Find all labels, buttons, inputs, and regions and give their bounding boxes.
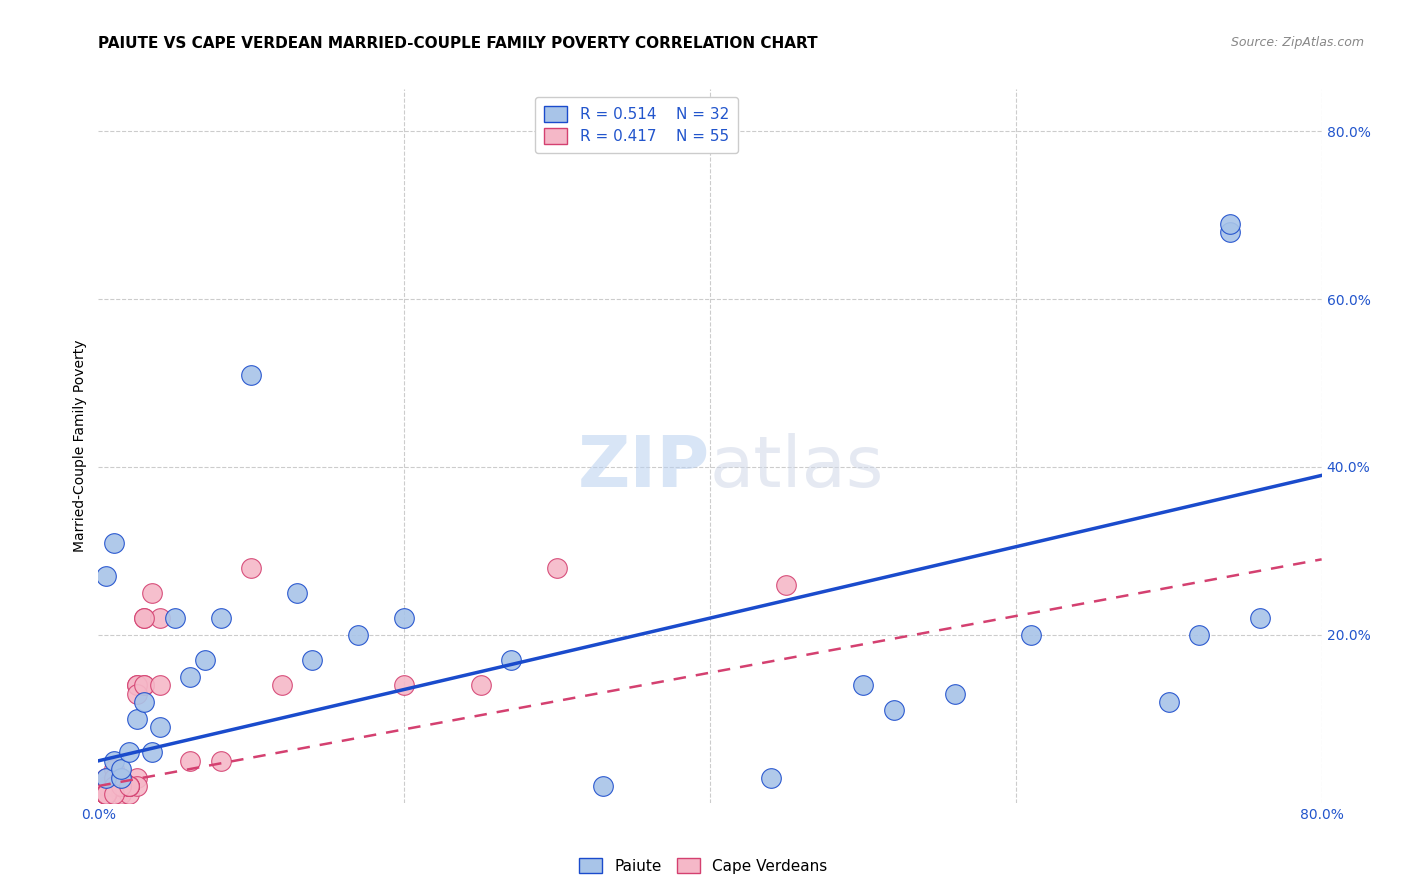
Point xyxy=(347,628,370,642)
Point xyxy=(125,771,148,785)
Point xyxy=(94,788,117,802)
Point xyxy=(1219,225,1241,239)
Text: ZIP: ZIP xyxy=(578,433,710,502)
Point xyxy=(759,771,782,785)
Point xyxy=(240,368,263,382)
Point xyxy=(110,779,132,793)
Legend: R = 0.514    N = 32, R = 0.417    N = 55: R = 0.514 N = 32, R = 0.417 N = 55 xyxy=(536,97,738,153)
Point xyxy=(94,788,117,802)
Text: Source: ZipAtlas.com: Source: ZipAtlas.com xyxy=(1230,36,1364,49)
Point xyxy=(110,788,132,802)
Point xyxy=(110,779,132,793)
Point xyxy=(125,687,148,701)
Point xyxy=(179,754,201,768)
Point xyxy=(943,687,966,701)
Point xyxy=(392,678,416,692)
Point xyxy=(94,788,117,802)
Point xyxy=(270,678,292,692)
Point xyxy=(118,746,141,760)
Text: atlas: atlas xyxy=(710,433,884,502)
Point xyxy=(1019,628,1042,642)
Point xyxy=(118,779,141,793)
Point xyxy=(94,771,117,785)
Point xyxy=(240,560,263,574)
Point xyxy=(94,788,117,802)
Point xyxy=(1188,628,1211,642)
Legend: Paiute, Cape Verdeans: Paiute, Cape Verdeans xyxy=(572,852,834,880)
Point xyxy=(94,788,117,802)
Point xyxy=(883,703,905,717)
Point xyxy=(94,788,117,802)
Point xyxy=(134,695,156,709)
Point xyxy=(134,611,156,625)
Point xyxy=(118,779,141,793)
Point xyxy=(392,611,416,625)
Point xyxy=(470,678,492,692)
Point xyxy=(103,779,125,793)
Point xyxy=(592,779,614,793)
Point xyxy=(118,779,141,793)
Point xyxy=(94,788,117,802)
Point xyxy=(110,779,132,793)
Point xyxy=(103,771,125,785)
Point xyxy=(118,779,141,793)
Point xyxy=(125,779,148,793)
Point xyxy=(125,678,148,692)
Point xyxy=(94,788,117,802)
Point xyxy=(94,788,117,802)
Point xyxy=(103,779,125,793)
Point xyxy=(103,754,125,768)
Point xyxy=(110,771,132,785)
Point xyxy=(118,779,141,793)
Point xyxy=(209,611,232,625)
Point xyxy=(285,586,308,600)
Point xyxy=(110,779,132,793)
Point xyxy=(134,678,156,692)
Point xyxy=(94,779,117,793)
Point xyxy=(301,653,323,667)
Point xyxy=(149,611,172,625)
Point xyxy=(125,712,148,726)
Point xyxy=(134,678,156,692)
Point xyxy=(149,720,172,734)
Point xyxy=(94,788,117,802)
Point xyxy=(110,762,132,776)
Point xyxy=(141,586,163,600)
Point xyxy=(1249,611,1271,625)
Point xyxy=(194,653,217,667)
Point xyxy=(94,788,117,802)
Point xyxy=(141,746,163,760)
Point xyxy=(118,779,141,793)
Point xyxy=(94,788,117,802)
Point xyxy=(775,577,797,591)
Point xyxy=(1157,695,1180,709)
Y-axis label: Married-Couple Family Poverty: Married-Couple Family Poverty xyxy=(73,340,87,552)
Point xyxy=(103,535,125,549)
Point xyxy=(546,560,568,574)
Point xyxy=(125,678,148,692)
Point xyxy=(103,762,125,776)
Point xyxy=(1219,217,1241,231)
Point xyxy=(103,788,125,802)
Point xyxy=(163,611,186,625)
Point xyxy=(110,771,132,785)
Point xyxy=(103,771,125,785)
Point xyxy=(209,754,232,768)
Point xyxy=(852,678,875,692)
Point xyxy=(149,678,172,692)
Point xyxy=(118,788,141,802)
Point xyxy=(94,569,117,583)
Point xyxy=(110,771,132,785)
Point xyxy=(501,653,523,667)
Text: PAIUTE VS CAPE VERDEAN MARRIED-COUPLE FAMILY POVERTY CORRELATION CHART: PAIUTE VS CAPE VERDEAN MARRIED-COUPLE FA… xyxy=(98,36,818,51)
Point xyxy=(110,779,132,793)
Point xyxy=(94,771,117,785)
Point xyxy=(134,611,156,625)
Point xyxy=(179,670,201,684)
